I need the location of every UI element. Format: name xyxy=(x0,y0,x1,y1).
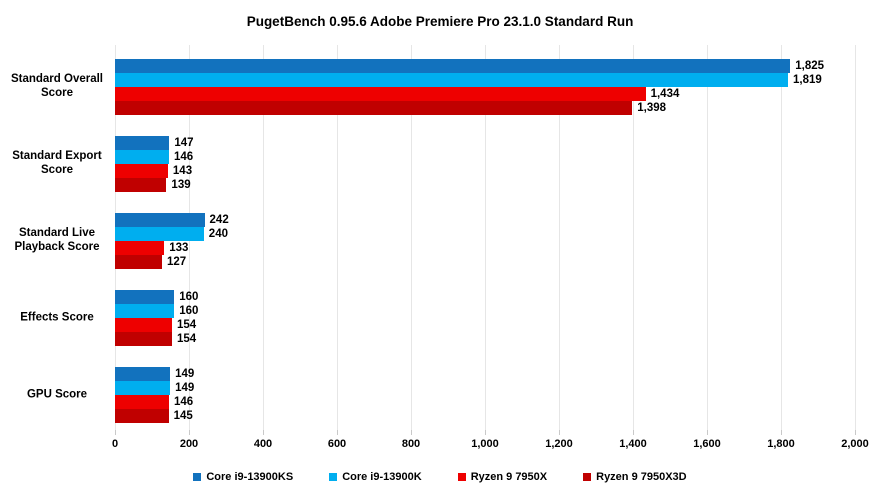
bar-core-i9-13900ks xyxy=(115,135,170,150)
bar-core-i9-13900ks xyxy=(115,366,171,381)
bar-ryzen-9-7950x3d xyxy=(115,100,633,115)
x-axis-tick-label: 2,000 xyxy=(841,438,869,450)
bar-value-label: 133 xyxy=(169,241,189,254)
bar-core-i9-13900k xyxy=(115,303,175,318)
bar-value-label: 1,434 xyxy=(650,87,680,100)
chart-title: PugetBench 0.95.6 Adobe Premiere Pro 23.… xyxy=(246,14,634,29)
bar-value-label: 1,398 xyxy=(637,101,667,114)
bar-value-label: 154 xyxy=(176,318,197,331)
bar-core-i9-13900ks xyxy=(115,58,791,73)
x-axis-tick-label: 1,600 xyxy=(693,438,721,450)
bar-value-label: 240 xyxy=(208,227,228,240)
bar-value-label: 139 xyxy=(171,178,191,191)
x-axis-tickmark xyxy=(633,430,634,435)
x-axis-tickmark xyxy=(189,430,190,435)
legend-item: Ryzen 9 7950X xyxy=(457,471,548,483)
x-axis-tickmark xyxy=(263,430,264,435)
bar-core-i9-13900ks xyxy=(115,289,175,304)
bar-value-label: 145 xyxy=(173,409,193,422)
x-axis-tick-label: 0 xyxy=(111,438,119,450)
x-axis-tick-label: 1,000 xyxy=(471,438,499,450)
bar-core-i9-13900k xyxy=(115,149,170,164)
legend-item: Core i9-13900KS xyxy=(193,471,293,483)
x-axis-tick-label: 800 xyxy=(401,438,421,450)
x-axis-tick-label: 1,200 xyxy=(545,438,573,450)
bar-ryzen-9-7950x xyxy=(115,394,170,409)
gridline xyxy=(781,45,782,430)
gridline xyxy=(337,45,338,430)
legend-swatch xyxy=(583,473,592,481)
bar-core-i9-13900k xyxy=(115,226,204,241)
bar-value-label: 147 xyxy=(174,136,194,149)
bar-value-label: 146 xyxy=(174,395,194,408)
bar-ryzen-9-7950x xyxy=(115,317,172,332)
bar-value-label: 160 xyxy=(179,304,199,317)
gridline xyxy=(485,45,486,430)
bar-ryzen-9-7950x3d xyxy=(115,408,169,423)
bar-ryzen-9-7950x xyxy=(115,86,646,101)
x-axis-tickmark xyxy=(411,430,412,435)
bar-ryzen-9-7950x3d xyxy=(115,254,162,269)
bar-value-label: 146 xyxy=(174,150,194,163)
gridline xyxy=(559,45,560,430)
legend-item: Ryzen 9 7950X3D xyxy=(583,471,687,483)
bar-core-i9-13900k xyxy=(115,72,789,87)
legend: Core i9-13900KS Core i9-13900K Ryzen 9 795… xyxy=(0,471,880,483)
x-axis-tickmark xyxy=(707,430,708,435)
x-axis-tick-label: 600 xyxy=(327,438,347,450)
bar-value-label: 143 xyxy=(172,164,193,177)
bar-core-i9-13900ks xyxy=(115,212,205,227)
gridline xyxy=(855,45,856,430)
x-axis-tickmark xyxy=(337,430,338,435)
legend-label: Ryzen 9 7950X xyxy=(470,471,548,483)
x-axis-tick-label: 1,400 xyxy=(619,438,647,450)
x-axis-tick-label: 1,800 xyxy=(767,438,795,450)
category-label: GPU Score xyxy=(26,388,88,401)
bar-ryzen-9-7950x3d xyxy=(115,331,172,346)
x-axis-tickmark xyxy=(855,430,856,435)
legend-label: Core i9-13900K xyxy=(342,471,422,483)
bar-value-label: 160 xyxy=(179,290,199,303)
category-label: Standard Export Score xyxy=(12,149,102,177)
bar-ryzen-9-7950x3d xyxy=(115,177,167,192)
category-label: Effects Score xyxy=(20,311,94,324)
x-axis-tickmark xyxy=(115,430,116,435)
bar-core-i9-13900k xyxy=(115,380,171,395)
legend-label: Ryzen 9 7950X3D xyxy=(596,471,687,483)
x-axis-tickmark xyxy=(485,430,486,435)
x-axis-tick-label: 200 xyxy=(179,438,199,450)
gridline xyxy=(411,45,412,430)
category-label: Standard Overall Score xyxy=(10,72,104,100)
bar-value-label: 154 xyxy=(176,332,197,345)
legend-label: Core i9-13900KS xyxy=(206,471,294,483)
legend-swatch xyxy=(193,473,202,481)
gridline xyxy=(263,45,264,430)
category-label: Standard Live Playback Score xyxy=(14,226,100,254)
gridline xyxy=(633,45,634,430)
x-axis-tickmark xyxy=(781,430,782,435)
legend-item: Core i9-13900K xyxy=(329,471,422,483)
bar-value-label: 149 xyxy=(175,381,195,394)
bar-value-label: 127 xyxy=(166,255,187,268)
legend-swatch xyxy=(329,473,338,481)
bar-ryzen-9-7950x xyxy=(115,163,168,178)
legend-swatch xyxy=(457,473,466,481)
bar-ryzen-9-7950x xyxy=(115,240,165,255)
bar-value-label: 1,825 xyxy=(795,59,825,72)
bar-value-label: 242 xyxy=(209,213,229,226)
x-axis-tickmark xyxy=(559,430,560,435)
bar-value-label: 149 xyxy=(175,367,195,380)
x-axis-tick-label: 400 xyxy=(253,438,273,450)
bar-value-label: 1,819 xyxy=(793,73,822,86)
gridline xyxy=(707,45,708,430)
